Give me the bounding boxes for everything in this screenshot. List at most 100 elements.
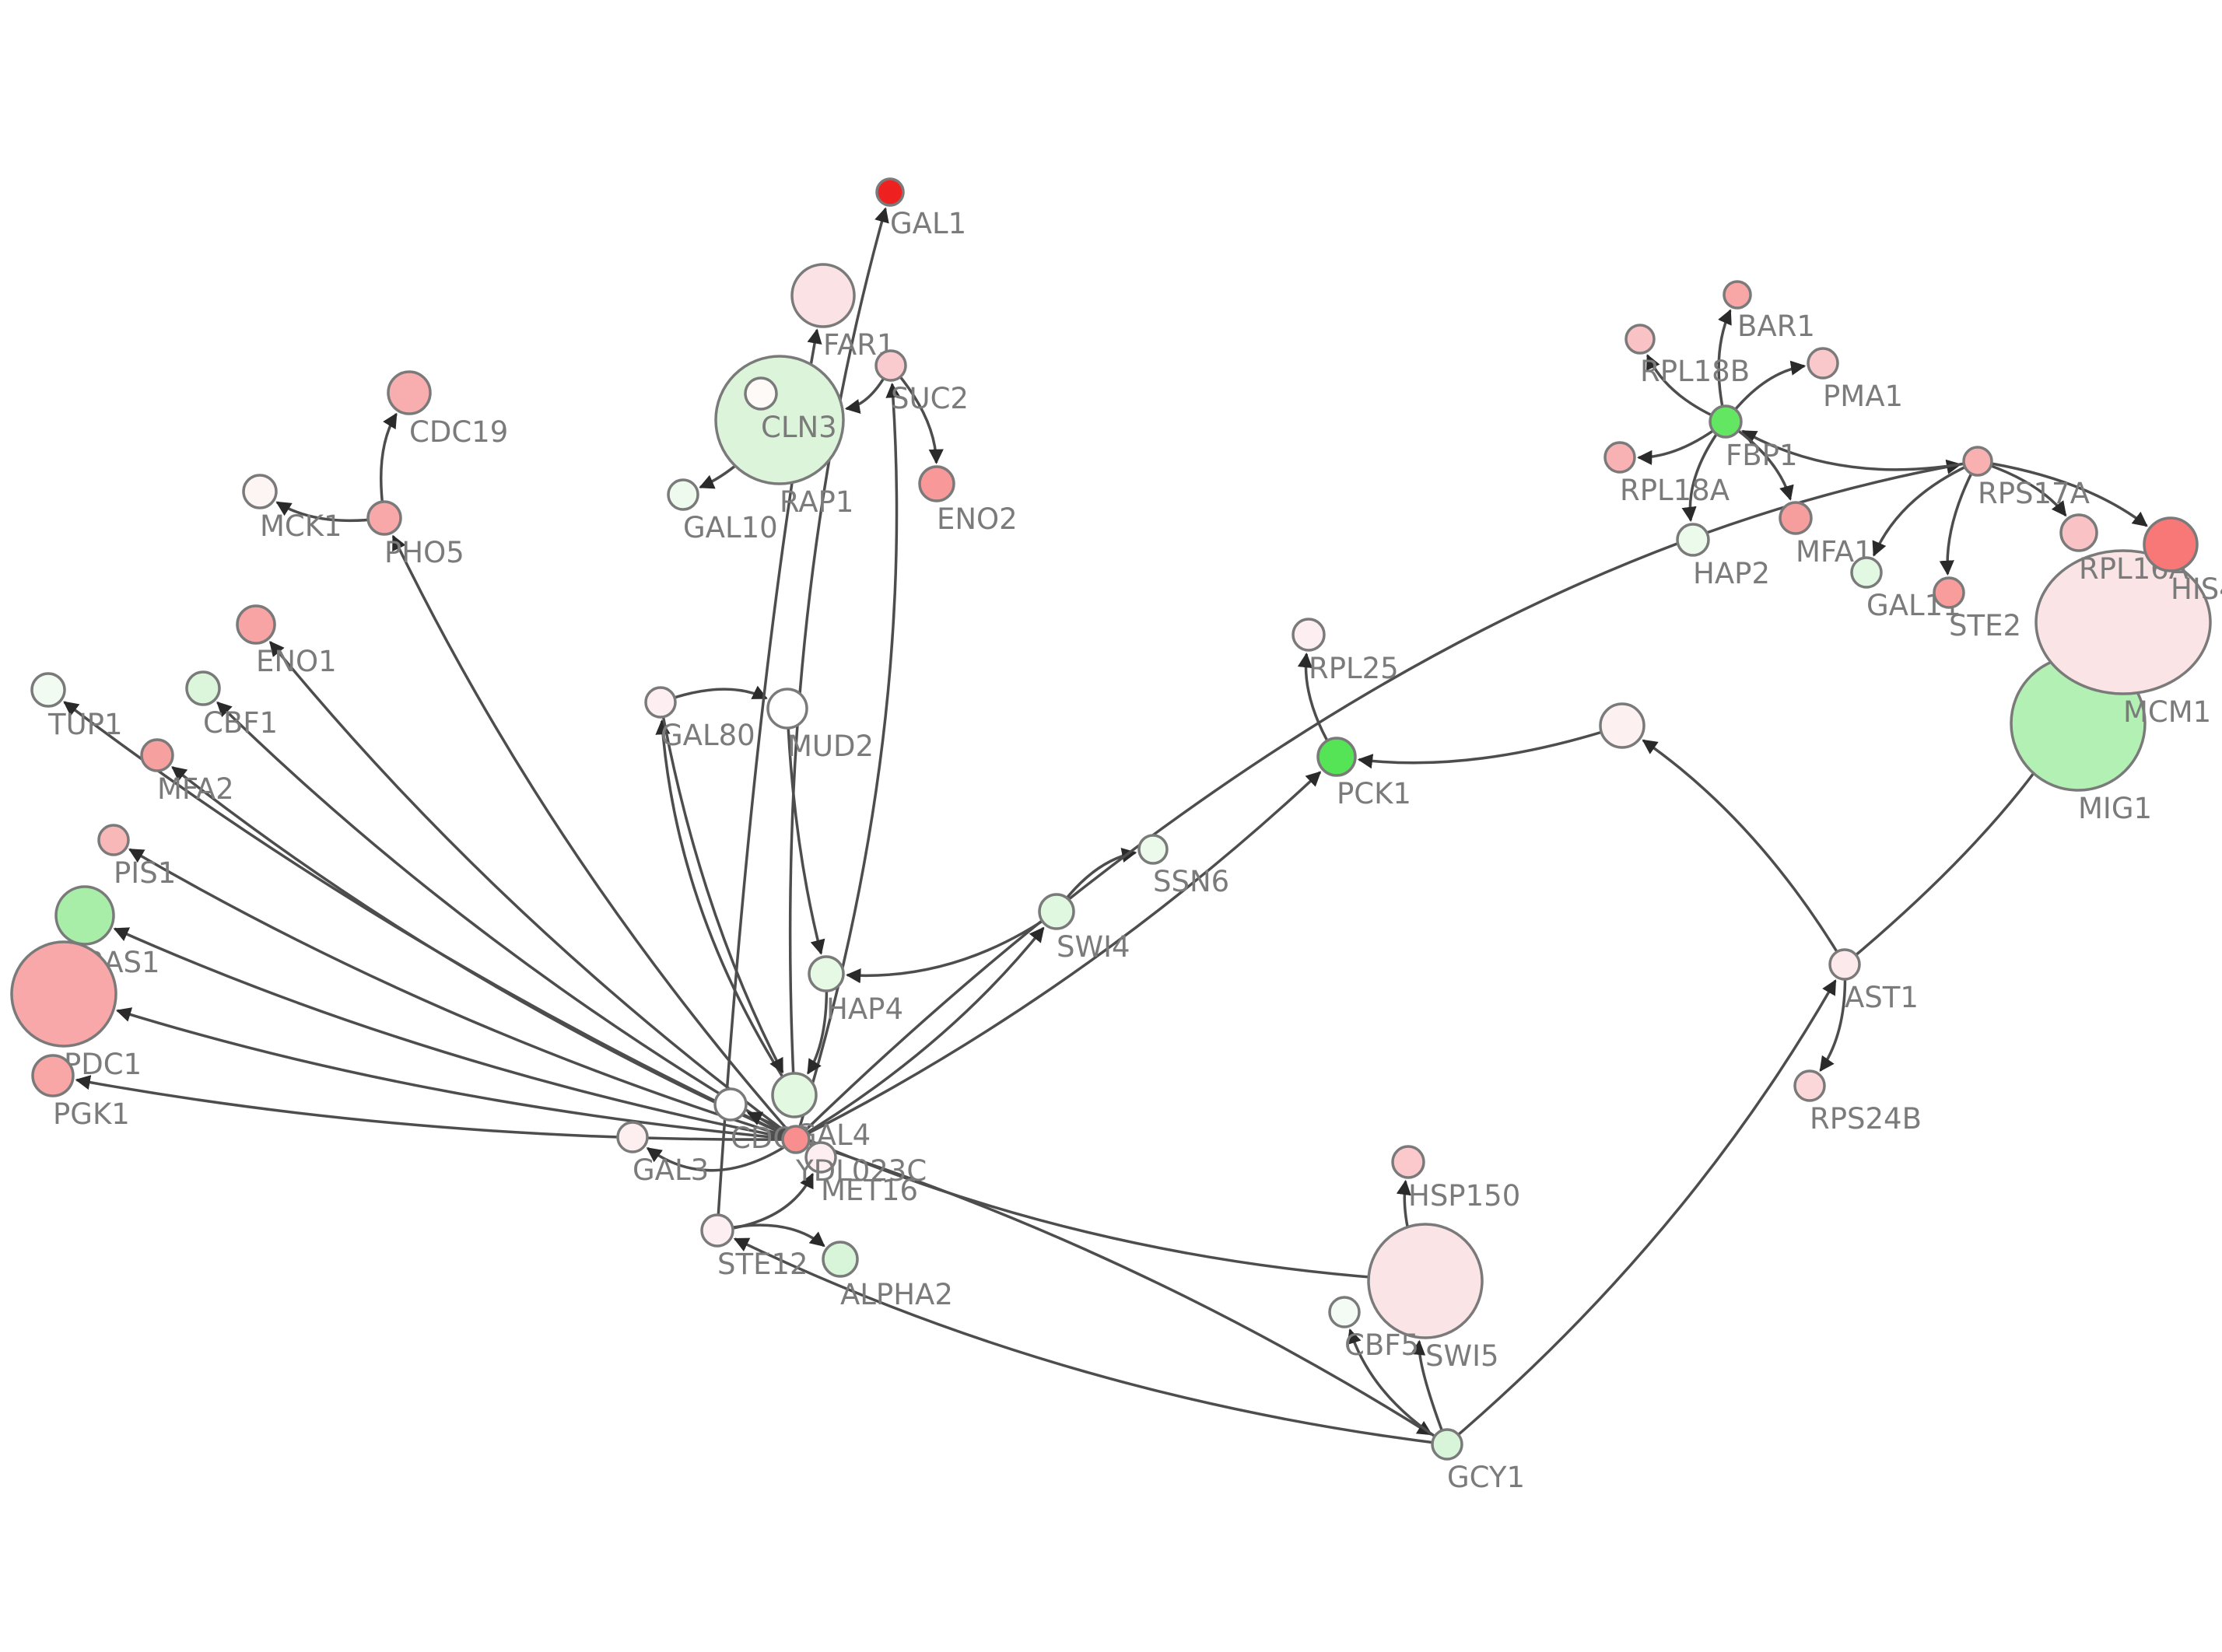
node-rpl18b[interactable] [1624,324,1656,355]
edge-ydl023c-cbf1[interactable] [216,701,797,1141]
node-mcm1[interactable] [2034,549,2212,695]
node-un1[interactable] [1599,702,1645,749]
node-ydl023c[interactable] [781,1125,811,1154]
node-gal80[interactable] [644,686,677,719]
edge-ydl023c-ras1[interactable] [113,927,797,1141]
node-label-ste2: STE2 [1949,609,2021,642]
edge-ydl023c-pck1[interactable] [795,771,1322,1141]
node-label-ssn6: SSN6 [1153,865,1229,898]
node-gal1[interactable] [875,177,905,207]
node-cbf1[interactable] [185,670,221,706]
node-rpl18a[interactable] [1603,441,1636,474]
edge-ydl023c-pis1[interactable] [128,848,797,1141]
edge-ydl023c-gal3[interactable] [646,1138,797,1172]
node-rps24b[interactable] [1793,1069,1826,1102]
edge-swi4-hap4[interactable] [846,910,1058,984]
edge-ydl023c-mfa2[interactable] [171,766,797,1141]
edge-ydl023c-pho5[interactable] [391,534,797,1141]
node-mud2[interactable] [766,688,808,730]
node-pgk1[interactable] [31,1054,75,1097]
node-fbp1[interactable] [1709,404,1743,439]
node-ste2[interactable] [1933,576,1965,609]
edge-mud2-hap4[interactable] [786,708,825,955]
edge-ydl023c-eno1[interactable] [268,640,797,1141]
node-label-pgk1: PGK1 [53,1097,130,1131]
node-ras1[interactable] [54,885,115,946]
edge-gal4-gal1[interactable] [788,207,889,1096]
node-label-his4: HIS4 [2171,572,2222,606]
node-label-bar1: BAR1 [1737,310,1815,343]
node-suc2[interactable] [874,349,907,382]
edge-rps17a-gal11[interactable] [1872,460,1978,557]
node-label-gcy1: GCY1 [1447,1461,1525,1494]
edge-un1-pck1[interactable] [1357,724,1623,769]
node-rpl16a[interactable] [2059,513,2098,552]
node-mck1[interactable] [242,474,278,509]
node-rps17a[interactable] [1962,446,1993,477]
node-ast1[interactable] [1828,948,1861,981]
edge-rps17a-his4[interactable] [1977,460,2148,527]
node-hsp150[interactable] [1391,1145,1425,1179]
edge-gcy1-ste12[interactable] [733,1237,1448,1446]
edge-ydl023c-pdc1[interactable] [115,1007,797,1141]
node-mfa1[interactable] [1779,501,1813,535]
edge-rps17a-ste2[interactable] [1939,460,1979,576]
node-label-cdc19: CDC19 [409,415,508,449]
node-label-rap1: RAP1 [780,485,853,519]
edge-gcy1-cbf5[interactable] [1347,1328,1448,1446]
node-pma1[interactable] [1807,347,1839,380]
node-his4[interactable] [2143,516,2199,572]
node-gcy1[interactable] [1431,1428,1463,1461]
node-pck1[interactable] [1316,737,1357,777]
node-cdc6[interactable] [713,1087,748,1122]
edge-gal80-gal4[interactable] [659,702,784,1074]
node-label-ste12: STE12 [717,1248,808,1281]
edge-swi5-cdc6[interactable] [746,1111,1426,1283]
edge-ast1-un1[interactable] [1642,739,1846,965]
node-met16[interactable] [804,1141,837,1174]
node-gal10[interactable] [667,478,699,511]
node-tup1[interactable] [30,672,66,708]
node-cbf5[interactable] [1328,1296,1361,1328]
node-bar1[interactable] [1723,280,1752,310]
node-ste12[interactable] [700,1213,734,1248]
node-swi5[interactable] [1367,1223,1484,1339]
node-label-pho5: PHO5 [384,536,464,569]
node-label-rpl18a: RPL18A [1620,474,1730,507]
edge-gcy1-ast1[interactable] [1446,979,1837,1446]
node-hap2[interactable] [1676,523,1710,557]
node-label-gal3: GAL3 [633,1153,709,1187]
node-mfa2[interactable] [140,738,174,772]
node-label-met16: MET16 [821,1174,918,1207]
edge-gcy1-swi5[interactable] [1410,1339,1449,1445]
node-rpl25[interactable] [1291,618,1326,652]
node-ssn6[interactable] [1137,834,1169,865]
node-far1[interactable] [790,263,856,328]
node-swi4[interactable] [1038,893,1075,930]
node-gal3[interactable] [616,1121,649,1153]
node-label-suc2: SUC2 [891,382,969,415]
node-eno2[interactable] [918,465,955,502]
node-pdc1[interactable] [10,940,117,1048]
node-gal11[interactable] [1850,556,1883,589]
edge-rps17a-fbp1[interactable] [1741,429,1978,471]
node-label-cbf5: CBF5 [1344,1328,1419,1362]
edge-ast1-rps24b[interactable] [1819,964,1847,1072]
node-label-rps24b: RPS24B [1810,1102,1922,1136]
node-cln3[interactable] [744,376,778,411]
edge-ydl023c-pgk1[interactable] [75,1075,797,1141]
node-label-pma1: PMA1 [1823,380,1903,413]
node-eno1[interactable] [236,604,276,645]
edge-gal4-gal80[interactable] [655,719,796,1096]
node-cdc19[interactable] [387,370,432,415]
node-pis1[interactable] [97,824,130,856]
node-pho5[interactable] [366,500,402,536]
node-label-eno2: ENO2 [937,502,1018,536]
node-label-mcm1: MCM1 [2123,695,2211,729]
edge-ydl023c-suc2[interactable] [794,383,901,1140]
node-gal4[interactable] [771,1072,818,1118]
edge-ydl023c-swi4[interactable] [795,926,1045,1141]
node-alpha2[interactable] [822,1241,859,1278]
node-hap4[interactable] [808,955,845,992]
